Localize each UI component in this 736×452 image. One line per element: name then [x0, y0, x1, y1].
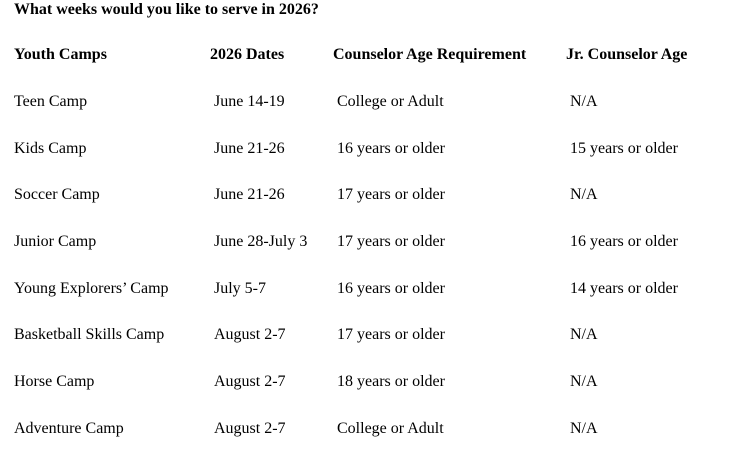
table-row: Soccer Camp June 21-26 17 years or older… [14, 172, 736, 219]
counselor-age-requirement: 17 years or older [337, 186, 445, 204]
camp-name: Junior Camp [14, 233, 97, 251]
camp-dates: June 28-July 3 [214, 233, 308, 251]
jr-counselor-age: N/A [570, 373, 598, 391]
camp-dates: June 21-26 [214, 139, 285, 157]
jr-counselor-age: 16 years or older [570, 233, 678, 251]
camps-table: Youth Camps 2026 Dates Counselor Age Req… [14, 32, 736, 452]
page-title: What weeks would you like to serve in 20… [14, 1, 319, 18]
camp-dates: June 21-26 [214, 186, 285, 204]
camp-name: Young Explorers’ Camp [14, 279, 169, 297]
counselor-age-requirement: 18 years or older [337, 373, 445, 391]
camp-name: Teen Camp [14, 93, 88, 111]
camp-dates: June 14-19 [214, 93, 285, 111]
table-row: Junior Camp June 28-July 3 17 years or o… [14, 219, 736, 266]
counselor-age-requirement: 17 years or older [337, 233, 445, 251]
counselor-age-requirement: College or Adult [337, 93, 444, 111]
camp-dates: August 2-7 [214, 419, 286, 437]
column-header-youth-camps: Youth Camps [14, 46, 107, 64]
table-row: Kids Camp June 21-26 16 years or older 1… [14, 125, 736, 172]
counselor-age-requirement: 17 years or older [337, 326, 445, 344]
table-row: Basketball Skills Camp August 2-7 17 yea… [14, 312, 736, 359]
counselor-age-requirement: 16 years or older [337, 279, 445, 297]
jr-counselor-age: 15 years or older [570, 139, 678, 157]
column-header-2026-dates: 2026 Dates [210, 46, 285, 64]
table-row: Horse Camp August 2-7 18 years or older … [14, 359, 736, 406]
jr-counselor-age: N/A [570, 186, 598, 204]
camp-dates: August 2-7 [214, 373, 286, 391]
camp-dates: August 2-7 [214, 326, 286, 344]
jr-counselor-age: N/A [570, 419, 598, 437]
counselor-age-requirement: 16 years or older [337, 139, 445, 157]
camp-name: Horse Camp [14, 373, 95, 391]
table-row: Adventure Camp August 2-7 College or Adu… [14, 406, 736, 452]
column-header-jr-counselor-age: Jr. Counselor Age [566, 46, 688, 64]
jr-counselor-age: N/A [570, 93, 598, 111]
counselor-age-requirement: College or Adult [337, 419, 444, 437]
table-body: Teen Camp June 14-19 College or Adult N/… [14, 79, 736, 452]
camp-name: Adventure Camp [14, 419, 124, 437]
jr-counselor-age: N/A [570, 326, 598, 344]
camp-dates: July 5-7 [214, 279, 266, 297]
jr-counselor-age: 14 years or older [570, 279, 678, 297]
column-header-counselor-age-requirement: Counselor Age Requirement [333, 46, 527, 64]
camp-name: Soccer Camp [14, 186, 100, 204]
camp-name: Basketball Skills Camp [14, 326, 165, 344]
table-header-row: Youth Camps 2026 Dates Counselor Age Req… [14, 32, 736, 79]
table-row: Young Explorers’ Camp July 5-7 16 years … [14, 265, 736, 312]
table-row: Teen Camp June 14-19 College or Adult N/… [14, 79, 736, 126]
camp-name: Kids Camp [14, 139, 87, 157]
